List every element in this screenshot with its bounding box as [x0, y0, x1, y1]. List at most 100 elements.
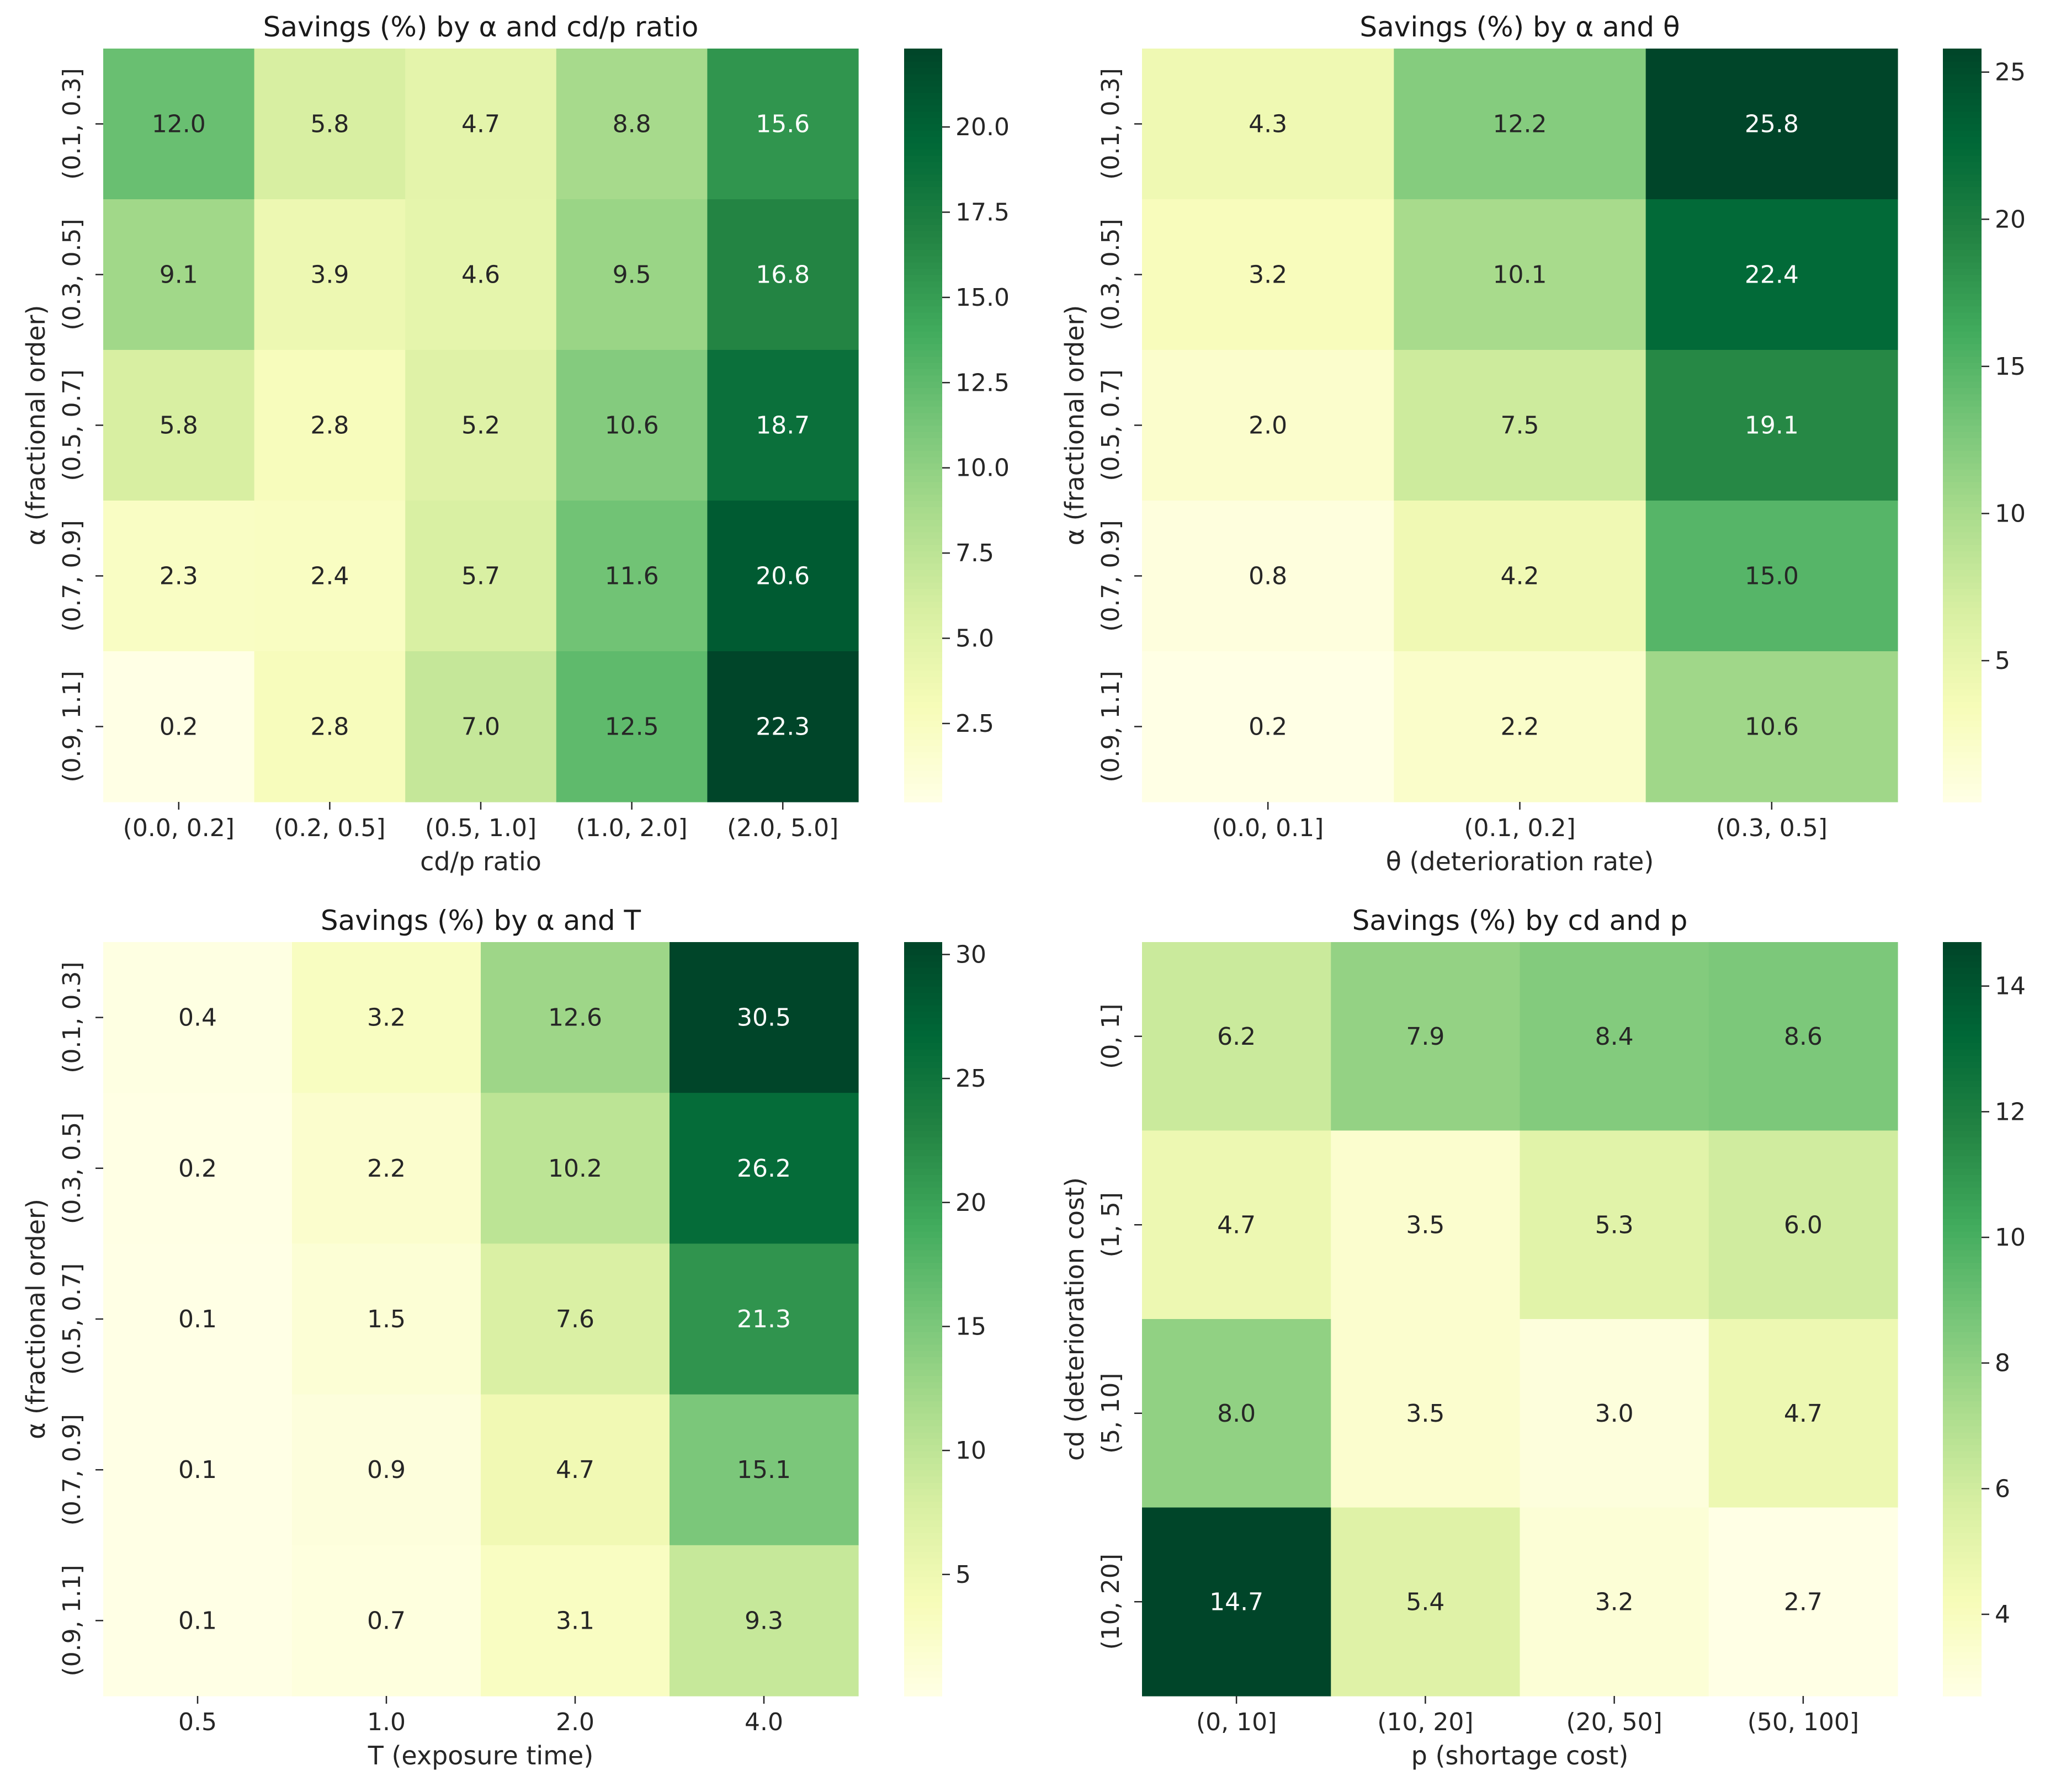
colorbar-segment	[904, 280, 942, 288]
cell-value-label: 12.2	[1493, 110, 1547, 139]
colorbar-segment	[904, 369, 942, 376]
colorbar-segment	[1943, 1432, 1982, 1439]
colorbar-segment	[1943, 142, 1982, 150]
colorbar-segment	[904, 1231, 942, 1238]
cell-value-label: 8.0	[1217, 1400, 1256, 1428]
cell-value-label: 0.7	[367, 1607, 406, 1635]
colorbar-segment	[1943, 1004, 1982, 1012]
colorbar-segment	[1943, 312, 1982, 319]
colorbar-segment	[904, 438, 942, 445]
colorbar-segment	[904, 230, 942, 238]
colorbar-segment	[1943, 701, 1982, 709]
colorbar-segment	[904, 601, 942, 608]
cell-value-label: 18.7	[756, 412, 810, 440]
colorbar-segment	[904, 525, 942, 533]
colorbar-segment	[904, 318, 942, 326]
colorbar-segment	[904, 331, 942, 338]
colorbar-segment	[1943, 1149, 1982, 1156]
colorbar-segment	[904, 375, 942, 382]
colorbar-segment	[1943, 695, 1982, 702]
cell-value-label: 3.9	[310, 261, 349, 289]
colorbar: 5 10 15 20 25	[1943, 49, 2026, 802]
colorbar-segment	[904, 986, 942, 993]
colorbar-segment	[1943, 1105, 1982, 1113]
colorbar-segment	[904, 1583, 942, 1590]
heatmap-cell	[481, 1093, 670, 1244]
colorbar-segment	[904, 475, 942, 482]
colorbar-segment	[1943, 369, 1982, 376]
colorbar-segment	[904, 1363, 942, 1370]
colorbar-segment	[904, 356, 942, 363]
y-axis-label: α (fractional order)	[1060, 305, 1090, 546]
heatmap-cell	[1645, 501, 1898, 652]
colorbar-segment	[904, 582, 942, 589]
colorbar-segment	[1943, 544, 1982, 551]
colorbar-segment	[1943, 986, 1982, 993]
y-tick-label: (0.1, 0.3]	[58, 961, 86, 1073]
colorbar-segment	[1943, 1602, 1982, 1609]
colorbar-tick-label: 2.5	[955, 710, 994, 738]
colorbar-segment	[1943, 92, 1982, 99]
colorbar-segment	[1943, 161, 1982, 168]
x-axis-label: θ (deterioration rate)	[1386, 847, 1654, 876]
colorbar-segment	[904, 783, 942, 790]
colorbar-segment	[1943, 1143, 1982, 1150]
y-tick-label: (0.5, 0.7]	[58, 369, 86, 481]
heatmap-cell	[1708, 1130, 1898, 1320]
colorbar-segment	[1943, 1218, 1982, 1226]
colorbar-segment	[904, 1476, 942, 1483]
colorbar-segment	[904, 168, 942, 175]
colorbar-tick-label: 5	[955, 1561, 971, 1589]
colorbar-segment	[904, 124, 942, 131]
colorbar-segment	[1943, 1237, 1982, 1245]
colorbar-segment	[1943, 752, 1982, 759]
colorbar-segment	[904, 752, 942, 759]
colorbar-segment	[1943, 1419, 1982, 1427]
colorbar-segment	[1943, 1357, 1982, 1364]
colorbar-segment	[1943, 607, 1982, 614]
colorbar-segment	[904, 1557, 942, 1565]
colorbar-segment	[904, 86, 942, 93]
colorbar-segment	[1943, 657, 1982, 664]
cell-value-label: 15.0	[1745, 562, 1799, 591]
colorbar-segment	[904, 274, 942, 281]
x-tick-label: (0.1, 0.2]	[1464, 814, 1575, 842]
heatmap-cell	[1708, 1507, 1898, 1697]
cell-value-label: 5.7	[461, 562, 500, 591]
panel-title: Savings (%) by α and θ	[1359, 11, 1680, 43]
heatmap-cell	[1394, 199, 1646, 350]
heatmap-cell	[670, 1093, 859, 1244]
colorbar-segment	[1943, 1306, 1982, 1314]
colorbar-segment	[904, 531, 942, 539]
heatmap-cell	[103, 651, 255, 802]
colorbar-segment	[1943, 1665, 1982, 1672]
colorbar-segment	[904, 1067, 942, 1075]
colorbar-segment	[904, 726, 942, 733]
cell-value-label: 15.6	[756, 110, 810, 139]
cell-value-label: 0.8	[1249, 562, 1287, 591]
colorbar-segment	[904, 79, 942, 87]
heatmap-cell	[556, 501, 708, 652]
colorbar-segment	[904, 211, 942, 219]
heatmap-cell	[1394, 651, 1646, 802]
heatmap-cell	[556, 199, 708, 350]
colorbar-segment	[904, 720, 942, 727]
cell-value-label: 15.1	[737, 1456, 791, 1484]
colorbar-segment	[904, 519, 942, 527]
colorbar-segment	[1943, 582, 1982, 589]
colorbar-segment	[904, 105, 942, 112]
colorbar-segment	[904, 607, 942, 614]
colorbar-segment	[1943, 243, 1982, 250]
heatmap-cell	[1331, 942, 1521, 1131]
colorbar-segment	[1943, 651, 1982, 658]
colorbar-segment	[1943, 1093, 1982, 1100]
colorbar-segment	[904, 1162, 942, 1169]
colorbar-segment	[1943, 350, 1982, 357]
y-tick-label: (0.5, 0.7]	[58, 1263, 86, 1375]
colorbar-segment	[904, 1400, 942, 1408]
heatmap-cell	[103, 1545, 293, 1697]
colorbar-segment	[904, 249, 942, 257]
heatmap-cell	[254, 651, 406, 802]
colorbar-segment	[1943, 1671, 1982, 1678]
heatmap-cell	[1331, 1130, 1521, 1320]
